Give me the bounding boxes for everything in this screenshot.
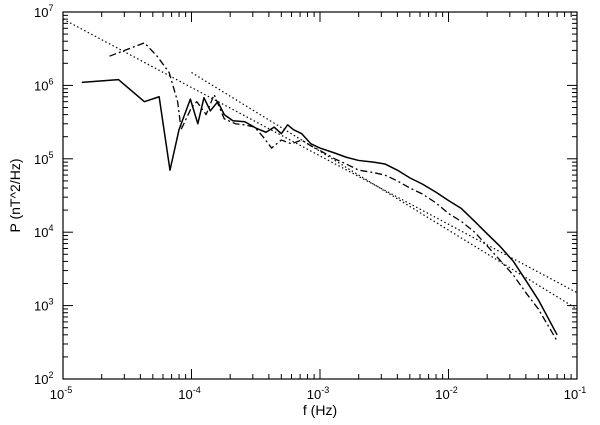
x-tick-base: 10 bbox=[178, 387, 192, 402]
x-tick-label: 10-5 bbox=[50, 385, 72, 402]
y-tick-label: 102 bbox=[34, 370, 53, 387]
y-tick-base: 10 bbox=[34, 5, 48, 20]
x-tick-exponent: -1 bbox=[578, 385, 586, 395]
y-tick-label: 103 bbox=[34, 297, 53, 314]
x-tick-label: 10-2 bbox=[435, 385, 457, 402]
y-tick-exponent: 6 bbox=[48, 76, 53, 86]
x-tick-exponent: -3 bbox=[321, 385, 329, 395]
x-tick-base: 10 bbox=[307, 387, 321, 402]
x-tick-exponent: -4 bbox=[193, 385, 201, 395]
x-axis-title: f (Hz) bbox=[303, 402, 337, 418]
x-tick-exponent: -5 bbox=[64, 385, 72, 395]
series-dash-dot-line-2 bbox=[109, 42, 558, 342]
y-tick-base: 10 bbox=[34, 225, 48, 240]
y-tick-label: 107 bbox=[34, 3, 53, 20]
x-tick-base: 10 bbox=[564, 387, 578, 402]
x-tick-label: 10-3 bbox=[307, 385, 329, 402]
x-tick-base: 10 bbox=[435, 387, 449, 402]
x-tick-base: 10 bbox=[50, 387, 64, 402]
series-dotted-line-4 bbox=[191, 71, 577, 310]
y-tick-base: 10 bbox=[34, 152, 48, 167]
y-tick-exponent: 3 bbox=[48, 297, 53, 307]
y-tick-base: 10 bbox=[34, 372, 48, 387]
y-tick-exponent: 4 bbox=[48, 223, 53, 233]
series-solid-line-1 bbox=[81, 78, 558, 336]
y-axis-title: P (nT^2/Hz) bbox=[7, 159, 23, 233]
series-dotted-line-3 bbox=[63, 18, 577, 294]
y-tick-label: 105 bbox=[34, 150, 53, 167]
y-tick-base: 10 bbox=[34, 78, 48, 93]
y-tick-base: 10 bbox=[34, 299, 48, 314]
y-tick-exponent: 7 bbox=[48, 3, 53, 13]
x-tick-label: 10-1 bbox=[564, 385, 586, 402]
y-tick-label: 104 bbox=[34, 223, 53, 240]
x-tick-label: 10-4 bbox=[178, 385, 200, 402]
plot-frame bbox=[62, 11, 578, 380]
y-tick-label: 106 bbox=[34, 76, 53, 93]
x-axis: 10-5 10-4 10-3 10-2 10-1 bbox=[50, 12, 586, 402]
x-tick-exponent: -2 bbox=[450, 385, 458, 395]
y-tick-exponent: 5 bbox=[48, 150, 53, 160]
y-tick-exponent: 2 bbox=[48, 370, 53, 380]
series-layer bbox=[63, 18, 577, 342]
